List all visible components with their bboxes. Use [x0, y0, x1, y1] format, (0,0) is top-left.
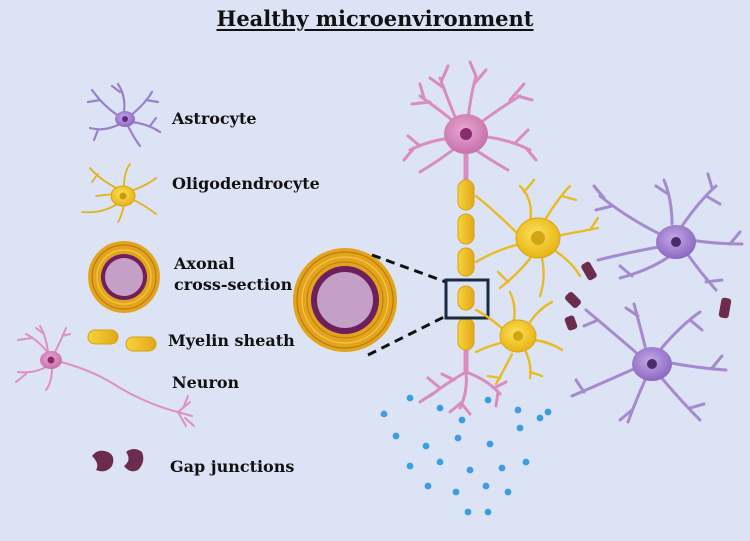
legend-gap-junction-icon	[92, 449, 144, 472]
astrocyte-lower-right	[570, 302, 728, 424]
diagram-title: Healthy microenvironment	[216, 6, 534, 31]
zoom-box	[444, 278, 490, 320]
zoom-lines	[367, 253, 447, 357]
legend-neuron-icon	[15, 325, 195, 427]
scene-gap-junctions	[564, 261, 732, 331]
extracellular-dots	[380, 394, 552, 516]
oligodendrocyte-upper-nucleus	[531, 231, 545, 245]
legend-axon-cross-section-icon	[88, 241, 160, 313]
legend-label-axonal: Axonal	[174, 254, 235, 273]
oligodendrocyte-upper	[474, 178, 600, 298]
oligodendrocyte-lower	[474, 290, 564, 386]
legend-label-oligodendrocyte: Oligodendrocyte	[172, 174, 320, 193]
astrocyte-lower-right-nucleus	[647, 359, 657, 369]
main-neuron-nucleus	[460, 128, 472, 140]
legend-label-gap-junctions: Gap junctions	[170, 457, 295, 476]
legend-myelin-sheath-icon	[87, 329, 157, 352]
oligodendrocyte-lower-nucleus	[513, 331, 523, 341]
legend-label-neuron: Neuron	[172, 373, 240, 392]
large-axon-cross-section	[293, 248, 397, 352]
axon-myelin-segments	[457, 179, 475, 351]
legend-oligodendrocyte-icon	[81, 163, 157, 223]
astrocyte-upper-right-nucleus	[671, 237, 681, 247]
legend-astrocyte-icon	[86, 82, 162, 148]
legend-label-myelin-sheath: Myelin sheath	[168, 331, 295, 350]
legend-label-astrocyte: Astrocyte	[172, 109, 257, 128]
main-neuron	[402, 60, 538, 416]
legend-label-cross-section: cross-section	[174, 275, 293, 294]
